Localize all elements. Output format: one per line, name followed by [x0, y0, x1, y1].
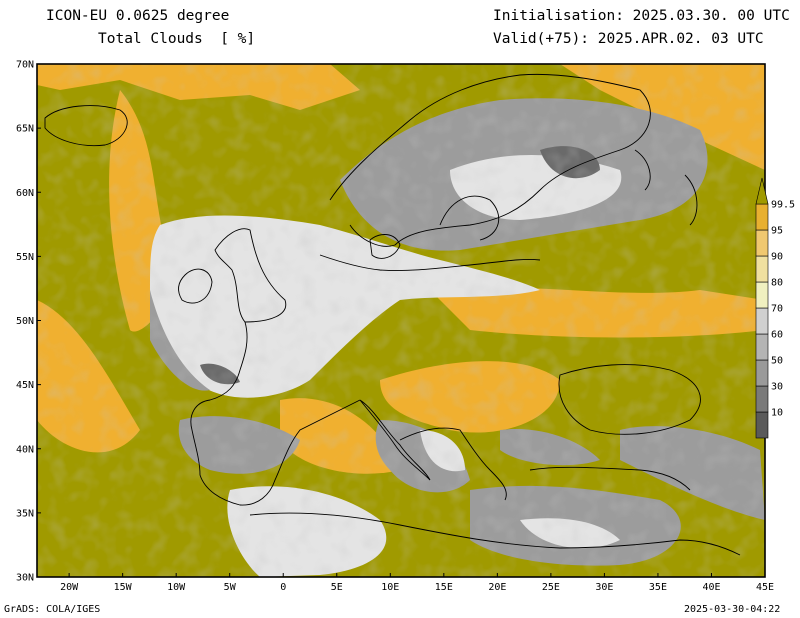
lon-tick-label: 45E [756, 582, 774, 593]
valid-time: Valid(+75): 2025.APR.02. 03 UTC [493, 31, 764, 47]
lat-tick-label: 70N [16, 60, 34, 71]
colorbar-label: 99.5 [771, 200, 795, 211]
software-credit: GrADS: COLA/IGES [4, 604, 101, 615]
lat-tick-label: 50N [16, 316, 34, 327]
lon-tick-label: 5W [224, 582, 237, 593]
colorbar-label: 50 [771, 356, 783, 367]
initialisation-time: Initialisation: 2025.03.30. 00 UTC [493, 8, 790, 24]
colorbar-swatch [755, 255, 769, 283]
lon-tick-label: 20W [60, 582, 79, 593]
lon-tick-label: 10E [381, 582, 399, 593]
colorbar-swatch [755, 177, 769, 205]
western-europe-coast [190, 321, 361, 506]
lon-tick-label: 30E [595, 582, 613, 593]
colorbar-label: 30 [771, 382, 783, 393]
lake-coast [634, 149, 651, 191]
lon-tick-label: 20E [488, 582, 506, 593]
scandinavia-coast [329, 73, 651, 247]
ireland-coast [178, 268, 213, 304]
colorbar-swatch [755, 307, 769, 335]
variable-title: Total Clouds [ %] [98, 31, 256, 47]
lon-tick-label: 15E [435, 582, 453, 593]
iceland-coast [44, 105, 128, 147]
cloud-texture [37, 64, 765, 577]
lat-tick-label: 65N [16, 124, 34, 135]
colorbar-swatch [755, 281, 769, 309]
colorbar-label: 90 [771, 252, 783, 263]
model-title: ICON-EU 0.0625 degree [46, 8, 230, 24]
lon-tick-label: 10W [167, 582, 186, 593]
colorbar-swatch [755, 359, 769, 387]
lat-tick-label: 60N [16, 188, 34, 199]
cloud-field [37, 64, 765, 577]
colorbar-swatch [755, 229, 769, 257]
great-britain-coast [214, 228, 287, 323]
colorbar-swatch [755, 411, 769, 439]
colorbar-label: 60 [771, 330, 783, 341]
colorbar-label: 95 [771, 226, 783, 237]
lon-tick-label: 35E [649, 582, 667, 593]
render-timestamp: 2025-03-30-04:22 [684, 604, 781, 615]
lon-tick-label: 40E [702, 582, 720, 593]
colorbar-label: 80 [771, 278, 783, 289]
coastlines [44, 73, 741, 556]
lon-tick-label: 0 [280, 582, 286, 593]
black-sea-coast [558, 364, 701, 435]
lat-tick-label: 35N [16, 508, 34, 519]
longitude-axis: 20W 15W 10W 5W 0 5E 10E 15E 20E 25E 30E 35E 40E 45E [60, 573, 774, 593]
lon-tick-label: 5E [331, 582, 343, 593]
colorbar-swatch [755, 333, 769, 361]
colorbar-label: 10 [771, 408, 783, 419]
lat-tick-label: 40N [16, 444, 34, 455]
colorbar-swatch [755, 385, 769, 413]
balkans-coast [399, 427, 507, 501]
colorbar: 10 30 50 60 70 80 90 95 99.5 [755, 177, 795, 439]
lon-tick-label: 25E [542, 582, 560, 593]
lon-tick-label: 15W [114, 582, 133, 593]
colorbar-label: 70 [771, 304, 783, 315]
baltic-coast [439, 195, 500, 241]
lake-coast [684, 174, 698, 226]
lat-tick-label: 55N [16, 252, 34, 263]
colorbar-swatch [755, 203, 769, 231]
north-european-coast [319, 254, 541, 271]
north-africa-coast [249, 512, 741, 556]
lat-tick-label: 45N [16, 380, 34, 391]
latitude-axis: 30N 35N 40N 45N 50N 55N 60N 65N 70N [16, 60, 41, 584]
denmark-coast [369, 234, 401, 259]
lat-tick-label: 30N [16, 573, 34, 584]
anatolia-coast [529, 466, 691, 491]
italy-coast [359, 399, 431, 481]
